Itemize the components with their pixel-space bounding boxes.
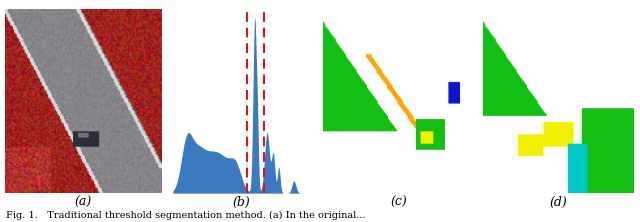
Text: Fig. 1.   Traditional threshold segmentation method. (a) In the original...: Fig. 1. Traditional threshold segmentati… [6,211,366,220]
Text: (b): (b) [233,196,250,209]
Text: (a): (a) [75,196,92,209]
Text: (d): (d) [550,196,567,209]
Text: (c): (c) [390,196,407,209]
